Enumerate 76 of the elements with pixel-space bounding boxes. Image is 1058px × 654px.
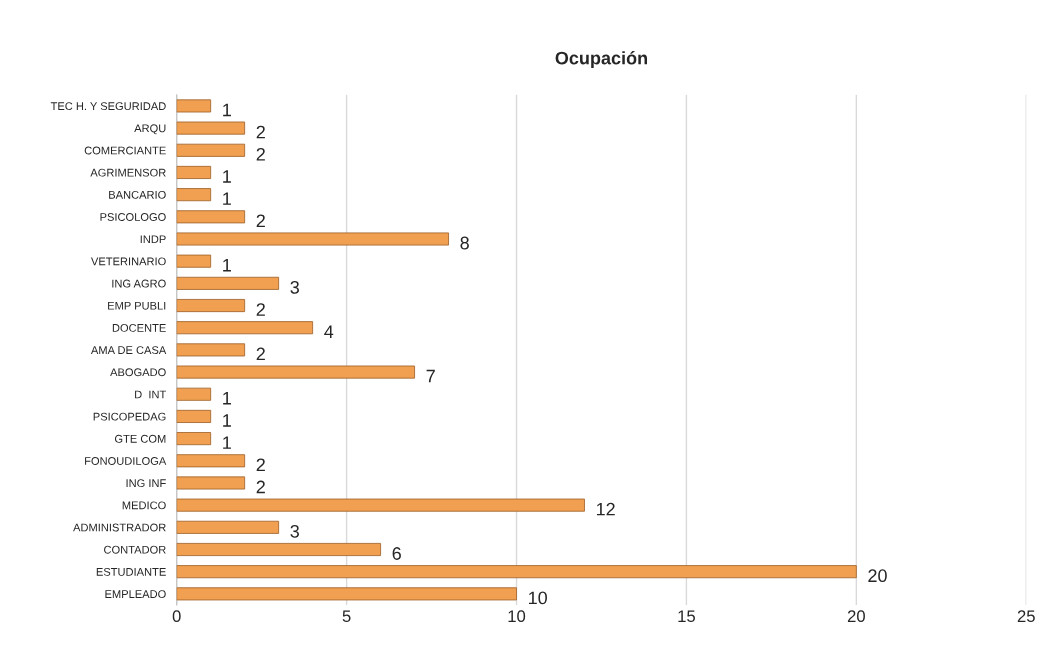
bar [176, 121, 246, 135]
bar [176, 565, 857, 579]
y-tick-label: VETERINARIO [91, 257, 166, 266]
y-tick-label: CONTADOR [104, 545, 166, 554]
data-label: 3 [290, 524, 299, 538]
y-tick-label: ABOGADO [110, 368, 166, 377]
bar [176, 276, 280, 290]
bar [176, 232, 449, 246]
x-tick-label: 0 [172, 610, 181, 623]
y-tick-label: ESTUDIANTE [96, 567, 166, 576]
data-label: 1 [223, 258, 231, 272]
data-label: 1 [223, 170, 231, 183]
y-tick-label: ING INF [126, 479, 166, 488]
bar [176, 587, 517, 601]
y-tick-label: EMPLEADO [105, 590, 166, 598]
chart-title: Ocupación [555, 51, 648, 69]
data-label: 20 [868, 569, 887, 583]
data-label: 7 [426, 369, 435, 383]
bar [176, 498, 585, 512]
x-tick-label: 5 [342, 610, 351, 623]
x-tick-label: 10 [508, 610, 526, 623]
y-tick-label: EMP PUBLI [108, 301, 166, 310]
bar [176, 520, 280, 534]
y-tick-label: ARQU [134, 124, 166, 135]
bar [176, 188, 212, 202]
data-label: 1 [223, 103, 231, 117]
y-tick-label: PSICOPEDAG [93, 412, 166, 421]
data-label: 1 [223, 392, 231, 405]
data-label: 2 [256, 125, 265, 139]
data-label: 1 [223, 436, 231, 449]
bar [176, 254, 212, 268]
bar [176, 454, 246, 468]
y-tick-label: INDP [140, 235, 166, 244]
bar [176, 409, 212, 423]
bar [176, 299, 246, 313]
y-tick-label: PSICOLOGO [100, 213, 166, 221]
bar [176, 99, 212, 113]
data-label: 4 [324, 325, 334, 338]
y-tick-label: AGRIMENSOR [90, 168, 166, 177]
bar [176, 476, 246, 490]
bar [176, 542, 381, 557]
bar [176, 143, 246, 157]
x-tick-label: 20 [847, 610, 865, 623]
data-label: 2 [256, 214, 265, 228]
y-tick-label: AMA DE CASA [90, 346, 167, 355]
data-label: 2 [256, 303, 265, 316]
data-label: 3 [290, 280, 299, 294]
data-label: 1 [223, 414, 231, 427]
data-label: 8 [460, 236, 469, 250]
data-label: 2 [256, 458, 265, 472]
y-tick-label: ING AGRO [112, 279, 166, 288]
y-tick-label: COMERCIANTE [84, 146, 166, 155]
y-tick-label: MEDICO [122, 501, 166, 510]
data-label: 12 [596, 502, 615, 516]
data-label: 2 [256, 147, 265, 161]
bar [176, 432, 212, 446]
data-label: 2 [256, 480, 265, 494]
y-tick-label: BANCARIO [109, 190, 166, 199]
data-label: 10 [529, 591, 547, 605]
bar [176, 387, 212, 401]
bar [176, 343, 246, 357]
x-tick-label: 25 [1017, 610, 1035, 623]
y-tick-label: ADMINISTRADOR [73, 523, 166, 532]
x-tick-label: 15 [678, 610, 695, 623]
bar [176, 165, 212, 179]
data-label: 2 [256, 347, 265, 361]
bar [176, 365, 415, 379]
y-tick-label: DOCENTE [112, 323, 166, 332]
y-tick-label: GTE COM [114, 434, 166, 443]
y-tick-label: D INT [135, 390, 167, 399]
data-label: 1 [223, 192, 231, 205]
y-tick-label: FONOUDILOGA [85, 457, 167, 465]
bar [176, 321, 314, 335]
data-label: 6 [392, 547, 401, 560]
y-tick-label: TEC H. Y SEGURIDAD [50, 102, 166, 111]
bar [176, 210, 246, 224]
